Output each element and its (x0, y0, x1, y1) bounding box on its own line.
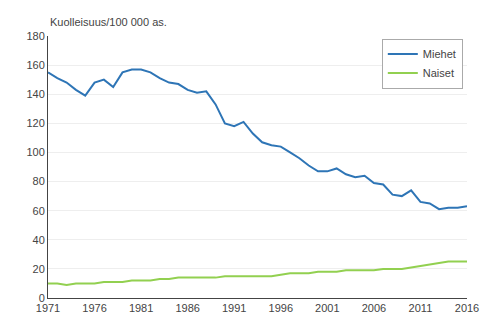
svg-text:2016: 2016 (455, 302, 479, 314)
svg-text:100: 100 (26, 146, 44, 158)
svg-text:40: 40 (33, 234, 45, 246)
svg-text:2001: 2001 (315, 302, 339, 314)
svg-text:180: 180 (26, 30, 44, 42)
svg-text:1991: 1991 (222, 302, 246, 314)
svg-text:1971: 1971 (36, 302, 60, 314)
svg-text:60: 60 (33, 205, 45, 217)
svg-text:80: 80 (33, 175, 45, 187)
svg-text:1976: 1976 (82, 302, 106, 314)
svg-text:0: 0 (39, 292, 45, 304)
svg-text:20: 20 (33, 263, 45, 275)
svg-text:Naiset: Naiset (423, 67, 454, 79)
svg-text:120: 120 (26, 117, 44, 129)
svg-text:1996: 1996 (269, 302, 293, 314)
svg-text:140: 140 (26, 88, 44, 100)
svg-text:1986: 1986 (175, 302, 199, 314)
svg-text:160: 160 (26, 59, 44, 71)
svg-text:Kuolleisuus/100 000 as.: Kuolleisuus/100 000 as. (50, 16, 167, 28)
svg-text:2011: 2011 (409, 302, 433, 314)
svg-text:1981: 1981 (129, 302, 153, 314)
svg-text:Miehet: Miehet (423, 48, 456, 60)
svg-text:2006: 2006 (362, 302, 386, 314)
